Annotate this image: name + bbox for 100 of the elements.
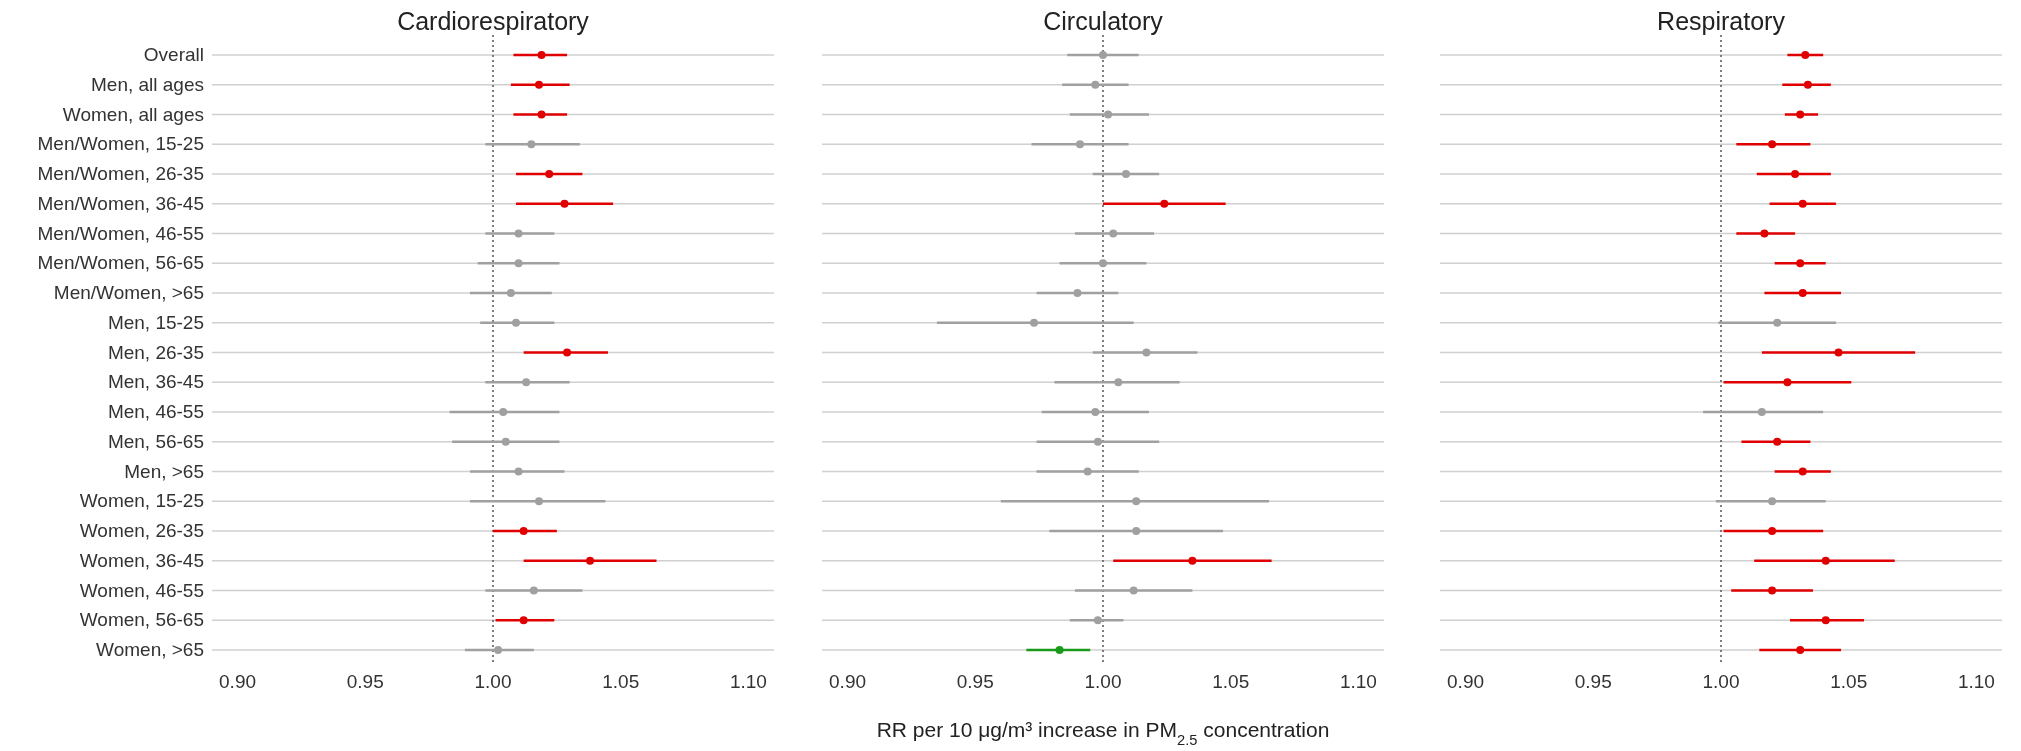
point xyxy=(534,80,543,89)
point xyxy=(537,110,546,119)
point xyxy=(537,51,546,59)
point xyxy=(1791,170,1800,178)
point xyxy=(1132,527,1141,535)
point xyxy=(1834,348,1843,357)
point xyxy=(1768,140,1777,149)
point xyxy=(1073,289,1082,297)
x-tick-label: 1.10 xyxy=(1339,671,1377,692)
x-tick-label: 1.00 xyxy=(474,671,512,692)
y-tick-label: Men/Women, 46-55 xyxy=(37,222,204,244)
y-tick-label: Men, all ages xyxy=(90,73,204,95)
x-tick-label: 1.00 xyxy=(1084,671,1122,692)
x-tick-label: 1.00 xyxy=(1702,671,1740,692)
point xyxy=(1093,616,1102,625)
x-tick-label: 0.90 xyxy=(829,671,867,692)
y-tick-label: Men, 26-35 xyxy=(107,341,204,363)
point xyxy=(1768,497,1777,506)
x-axis-title: RR per 10 μg/m³ increase in PM$_{2.5}$ concentration xyxy=(876,718,1330,748)
x-tick-label: 1.10 xyxy=(1957,671,1995,692)
point xyxy=(1768,586,1777,595)
y-tick-label: Men, 56-65 xyxy=(107,430,204,452)
point xyxy=(1142,348,1151,357)
y-tick-label: Women, 26-35 xyxy=(79,520,204,541)
chart-title: Respiratory xyxy=(1657,7,1786,35)
point xyxy=(586,556,595,565)
point xyxy=(1129,586,1138,595)
y-tick-label: Men/Women, 56-65 xyxy=(37,252,204,274)
point xyxy=(1055,646,1064,654)
point xyxy=(512,318,520,327)
point xyxy=(1798,199,1807,208)
point xyxy=(1091,408,1100,416)
y-tick-label: Women, >65 xyxy=(96,639,204,660)
point xyxy=(1114,378,1123,387)
point xyxy=(1773,318,1782,327)
point xyxy=(1109,229,1118,238)
point xyxy=(1076,140,1084,149)
x-tick-label: 0.95 xyxy=(956,671,994,692)
point xyxy=(1798,467,1807,476)
point xyxy=(527,140,536,149)
point xyxy=(1083,467,1092,476)
point xyxy=(519,616,528,625)
point xyxy=(1099,51,1107,59)
point xyxy=(514,259,523,268)
x-tick-label: 1.05 xyxy=(1830,671,1868,692)
x-tick-label: 0.90 xyxy=(1447,671,1485,692)
point xyxy=(501,437,510,446)
point xyxy=(529,586,538,595)
point xyxy=(1821,556,1830,565)
y-tick-label: Men, 15-25 xyxy=(107,311,204,333)
point xyxy=(1091,80,1100,89)
y-tick-label: Men, 46-55 xyxy=(107,401,204,422)
point xyxy=(1796,259,1805,268)
point xyxy=(1760,229,1769,238)
point xyxy=(1132,497,1141,506)
point xyxy=(1821,616,1830,625)
point xyxy=(506,289,515,297)
y-tick-label: Women, 46-55 xyxy=(79,579,204,601)
chart-title: Circulatory xyxy=(1043,7,1164,35)
point xyxy=(494,646,503,654)
point xyxy=(522,378,531,387)
y-tick-label: Men/Women, 15-25 xyxy=(37,133,204,155)
point xyxy=(1757,408,1766,416)
point xyxy=(534,497,543,506)
point xyxy=(1093,437,1102,446)
y-tick-label: Men/Women, 26-35 xyxy=(37,163,204,184)
y-tick-label: Women, all ages xyxy=(62,103,204,125)
x-tick-label: 1.10 xyxy=(729,671,767,692)
point xyxy=(1104,110,1113,119)
point xyxy=(563,348,572,357)
x-tick-label: 0.95 xyxy=(346,671,384,692)
x-tick-label: 1.05 xyxy=(602,671,640,692)
point xyxy=(1768,527,1777,535)
point xyxy=(1801,51,1810,59)
point xyxy=(1783,378,1792,387)
x-tick-label: 0.90 xyxy=(219,671,257,692)
point xyxy=(545,170,554,178)
point xyxy=(1803,80,1812,89)
point xyxy=(1030,318,1039,327)
point xyxy=(1798,289,1807,297)
x-tick-label: 0.95 xyxy=(1574,671,1612,692)
point xyxy=(1160,199,1169,208)
y-tick-label: Women, 15-25 xyxy=(79,490,204,512)
y-tick-label: Men, 36-45 xyxy=(107,371,204,393)
point xyxy=(514,229,523,238)
point xyxy=(499,408,508,416)
y-tick-label: Men/Women, >65 xyxy=(53,282,204,303)
point xyxy=(514,467,523,476)
point xyxy=(560,199,569,208)
y-tick-label: Women, 36-45 xyxy=(79,549,204,571)
point xyxy=(519,527,528,535)
point xyxy=(1773,437,1782,446)
point xyxy=(1796,110,1805,119)
chart-title: Cardiorespiratory xyxy=(397,7,590,35)
point xyxy=(1099,259,1107,268)
point xyxy=(1122,170,1130,178)
point xyxy=(1796,646,1805,654)
y-tick-label: Women, 56-65 xyxy=(79,609,204,631)
point xyxy=(1188,556,1197,565)
y-tick-label: Men, >65 xyxy=(124,460,204,482)
